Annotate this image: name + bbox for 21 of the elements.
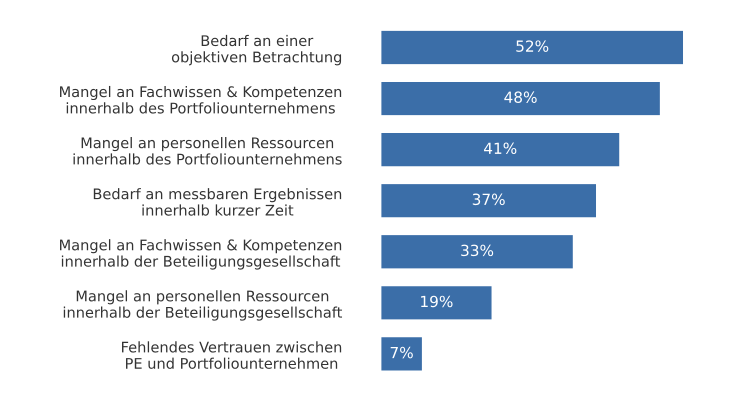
bar <box>381 235 573 268</box>
y-tick-label: Mangel an Fachwissen & Kompetenzen innerhalb der Beteiligungsgesellschaft <box>60 239 342 270</box>
bar <box>381 337 422 370</box>
bar <box>381 82 660 116</box>
bar <box>381 286 492 320</box>
bar <box>381 133 620 166</box>
y-tick-label: Bedarf an einer objektiven Betrachtung <box>172 34 342 66</box>
bar <box>381 30 684 64</box>
y-tick-label: Mangel an Fachwissen & Kompetenzen innerhalb des Portfoliounternehmens <box>60 86 342 114</box>
y-tick-label: Bedarf an messbaren Ergebnissen innerhalb kurzer Zeit <box>94 188 342 216</box>
y-tick-label: Mangel an personellen Ressourcen innerhalb des Portfoliounternehmens <box>74 137 342 165</box>
data-label: 48% <box>504 91 537 103</box>
bar <box>381 184 596 218</box>
data-label: 52% <box>516 40 548 52</box>
data-label: 7% <box>390 346 413 358</box>
data-label: 37% <box>472 194 505 206</box>
data-label: 19% <box>421 296 453 308</box>
y-tick-label: Mangel an personellen Ressourcen innerhalb der Beteiligungsgesellschaft <box>64 290 342 321</box>
data-label: 41% <box>484 142 516 154</box>
y-tick-label: Fehlendes Vertrauen zwischen PE und Portfoliounternehmen <box>122 341 342 369</box>
data-label: 33% <box>461 244 494 256</box>
